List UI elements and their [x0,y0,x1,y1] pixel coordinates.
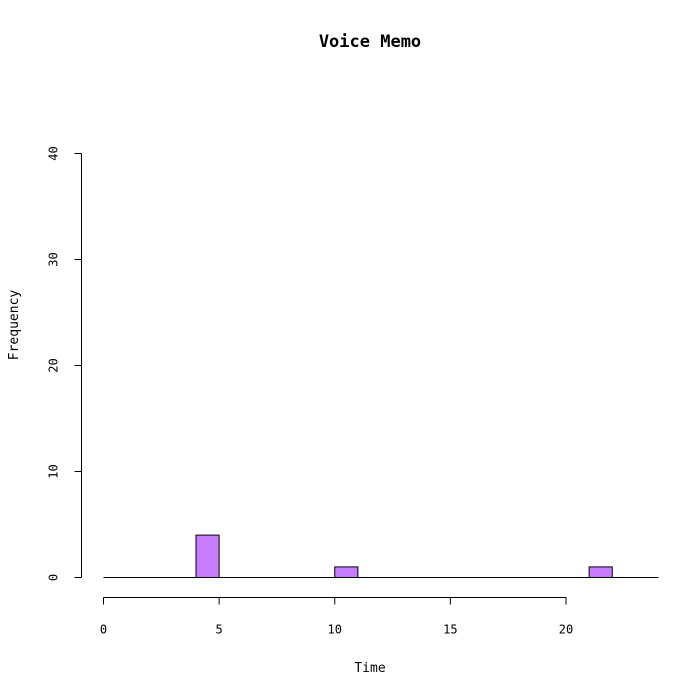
histogram-bar-1 [334,566,359,579]
y-tick-label: 20 [47,358,61,372]
y-tick-label: 0 [47,574,61,581]
y-tick-label: 40 [47,146,61,160]
chart-title: Voice Memo [319,32,421,52]
x-tick-label: 0 [100,623,107,637]
y-axis-label: Frequency [7,290,22,361]
x-tick-label: 20 [559,623,573,637]
x-tick-label: 15 [443,623,457,637]
y-tick-label: 30 [47,252,61,266]
x-axis-label: Time [354,661,385,676]
histogram-bar-0 [195,534,220,578]
y-tick-label: 10 [47,464,61,478]
bars-group [195,534,613,579]
x-tick-label: 10 [328,623,342,637]
x-tick-label: 5 [216,623,223,637]
y-axis: 0 10 20 30 40 [47,146,82,581]
x-axis: 0 5 10 15 20 [100,597,573,637]
histogram-bar-2 [588,566,613,579]
